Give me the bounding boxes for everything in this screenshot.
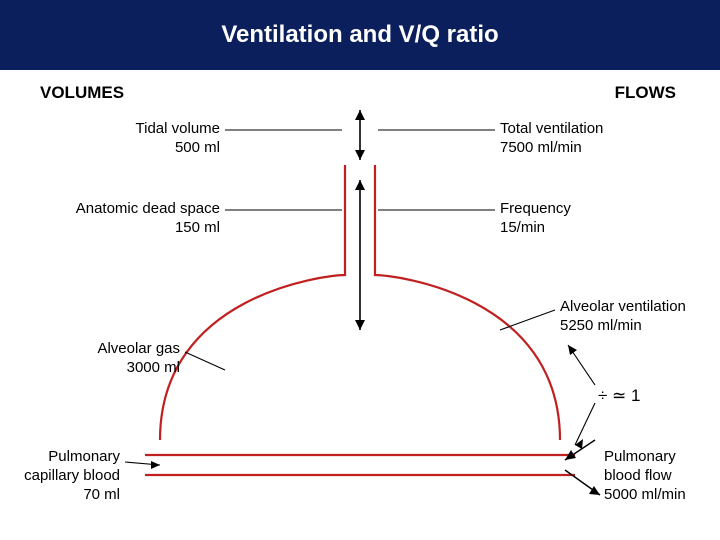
frequency-label: Frequency 15/min [500, 200, 571, 238]
frequency-text: Frequency [500, 200, 571, 217]
diagram: VOLUMES FLOWS Tidal volume 500 ml Anatom… [0, 70, 720, 540]
total-ventilation-label: Total ventilation 7500 ml/min [500, 120, 603, 158]
flows-header: FLOWS [615, 82, 676, 103]
total-ventilation-text: Total ventilation [500, 120, 603, 137]
alveolar-ventilation-label: Alveolar ventilation 5250 ml/min [560, 298, 686, 336]
blood-flow-value: 5000 ml/min [604, 486, 686, 503]
alveolar-gas-text: Alveolar gas [97, 340, 180, 357]
volumes-header: VOLUMES [40, 82, 124, 103]
capillary-blood-l2: capillary blood [24, 467, 120, 484]
blood-flow-label: Pulmonary blood flow 5000 ml/min [604, 448, 686, 504]
total-ventilation-value: 7500 ml/min [500, 139, 582, 156]
title-bar: Ventilation and V/Q ratio [0, 0, 720, 70]
tidal-volume-text: Tidal volume [136, 120, 220, 137]
capillary-blood-value: 70 ml [83, 486, 120, 503]
capillary-blood-l1: Pulmonary [48, 448, 120, 465]
frequency-value: 15/min [500, 219, 545, 236]
alveolar-ventilation-value: 5250 ml/min [560, 317, 642, 334]
dead-space-value: 150 ml [175, 219, 220, 236]
capillary-blood-label: Pulmonary capillary blood 70 ml [24, 448, 120, 504]
dead-space-text: Anatomic dead space [76, 200, 220, 217]
alveolar-gas-value: 3000 ml [127, 359, 180, 376]
page-title: Ventilation and V/Q ratio [221, 21, 498, 49]
ratio-label: ÷ ≃ 1 [598, 385, 640, 406]
blood-flow-l2: blood flow [604, 467, 672, 484]
tidal-volume-label: Tidal volume 500 ml [136, 120, 220, 158]
alveolar-gas-label: Alveolar gas 3000 ml [97, 340, 180, 378]
alveolar-ventilation-text: Alveolar ventilation [560, 298, 686, 315]
tidal-volume-value: 500 ml [175, 139, 220, 156]
dead-space-label: Anatomic dead space 150 ml [76, 200, 220, 238]
blood-flow-l1: Pulmonary [604, 448, 676, 465]
